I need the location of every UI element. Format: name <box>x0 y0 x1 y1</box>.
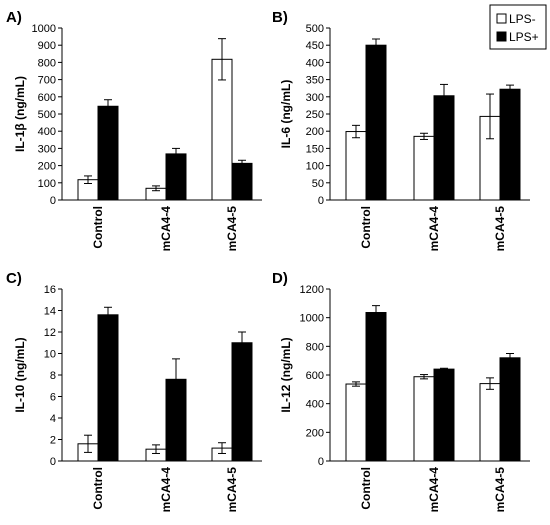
category-label: mCA4-5 <box>225 206 239 252</box>
y-tick-label: 450 <box>306 40 324 52</box>
y-tick-label: 12 <box>44 327 56 339</box>
y-tick-label: 600 <box>306 370 324 382</box>
y-tick-label: 100 <box>306 161 324 173</box>
bar-lps-plus <box>231 342 253 462</box>
category-label: mCA4-4 <box>159 467 173 513</box>
bar-lps-minus <box>345 383 367 462</box>
legend-swatch-lps-plus <box>496 31 507 42</box>
category-label: mCA4-5 <box>493 206 507 252</box>
legend-label: LPS- <box>509 12 536 26</box>
bar-lps-minus <box>413 376 435 462</box>
panel-label: B) <box>272 9 288 26</box>
y-tick-label: 600 <box>38 92 56 104</box>
bar-lps-plus <box>97 314 119 462</box>
y-tick-label: 16 <box>44 284 56 296</box>
category-label: Control <box>91 467 105 510</box>
bar-lps-plus <box>433 95 455 201</box>
y-tick-label: 500 <box>306 23 324 35</box>
y-tick-label: 500 <box>38 109 56 121</box>
y-tick-label: 4 <box>50 413 56 425</box>
y-tick-label: 0 <box>318 195 324 207</box>
bar-lps-plus <box>499 88 521 201</box>
y-tick-label: 10 <box>44 349 56 361</box>
bar-lps-plus <box>365 312 387 462</box>
y-tick-label: 700 <box>38 75 56 87</box>
y-tick-label: 2 <box>50 435 56 447</box>
y-tick-label: 900 <box>38 40 56 52</box>
y-tick-label: 14 <box>44 306 56 318</box>
bar-lps-plus <box>231 162 253 201</box>
bar-lps-minus <box>479 383 501 462</box>
y-axis-title: IL-10 (ng/mL) <box>13 337 27 412</box>
bar-lps-plus <box>433 368 455 462</box>
chart-panel-4: D) 0 200 400 600 800 1000 1200 IL-12 (ng/mL) Cont… <box>272 270 530 512</box>
y-axis-title: IL-6 (ng/mL) <box>279 80 293 149</box>
y-tick-label: 200 <box>306 126 324 138</box>
y-tick-label: 150 <box>306 143 324 155</box>
legend-swatch-lps-minus <box>496 13 507 24</box>
y-tick-label: 300 <box>38 143 56 155</box>
y-tick-label: 1000 <box>32 23 56 35</box>
category-label: Control <box>359 467 373 510</box>
y-tick-label: 8 <box>50 370 56 382</box>
y-tick-label: 400 <box>306 399 324 411</box>
y-tick-label: 400 <box>306 57 324 69</box>
bar-lps-plus <box>165 153 187 201</box>
y-tick-label: 250 <box>306 109 324 121</box>
category-label: mCA4-5 <box>225 467 239 513</box>
y-tick-label: 800 <box>38 57 56 69</box>
category-label: mCA4-5 <box>493 467 507 513</box>
panel-label: C) <box>6 270 22 287</box>
y-tick-label: 0 <box>318 456 324 468</box>
legend-label: LPS+ <box>509 30 539 44</box>
bar-lps-minus <box>345 131 367 201</box>
y-tick-label: 1200 <box>300 284 324 296</box>
y-tick-label: 800 <box>306 341 324 353</box>
y-tick-label: 200 <box>38 161 56 173</box>
y-tick-label: 50 <box>312 178 324 190</box>
category-label: Control <box>91 206 105 249</box>
category-label: Control <box>359 206 373 249</box>
bar-lps-plus <box>97 105 119 201</box>
panel-label: D) <box>272 270 288 287</box>
legend-box <box>489 4 547 50</box>
bar-lps-plus <box>365 44 387 201</box>
y-tick-label: 1000 <box>300 313 324 325</box>
category-label: mCA4-4 <box>159 206 173 252</box>
y-tick-label: 400 <box>38 126 56 138</box>
y-axis-title: IL-1β (ng/mL) <box>13 76 27 152</box>
y-tick-label: 350 <box>306 75 324 87</box>
y-tick-label: 300 <box>306 92 324 104</box>
legend: LPS- LPS+ <box>489 4 547 50</box>
category-label: mCA4-4 <box>427 467 441 513</box>
y-tick-label: 100 <box>38 178 56 190</box>
chart-panel-1: A) 0 100 200 300 400 500 600 700 800 900 1000 IL-1β … <box>6 9 262 251</box>
y-tick-label: 6 <box>50 392 56 404</box>
category-label: mCA4-4 <box>427 206 441 252</box>
y-axis-title: IL-12 (ng/mL) <box>279 337 293 412</box>
chart-panel-2: B) 0 50 100 150 200 250 300 350 400 450 500 IL-6 (ng… <box>272 9 530 251</box>
panel-label: A) <box>6 9 22 26</box>
y-tick-label: 0 <box>50 456 56 468</box>
bar-lps-plus <box>499 357 521 462</box>
y-tick-label: 0 <box>50 195 56 207</box>
y-tick-label: 200 <box>306 427 324 439</box>
bar-lps-minus <box>413 135 435 201</box>
chart-panel-3: C) 0 2 4 6 8 10 12 14 16 IL-10 (ng/mL) Control mCA4-… <box>6 270 262 512</box>
